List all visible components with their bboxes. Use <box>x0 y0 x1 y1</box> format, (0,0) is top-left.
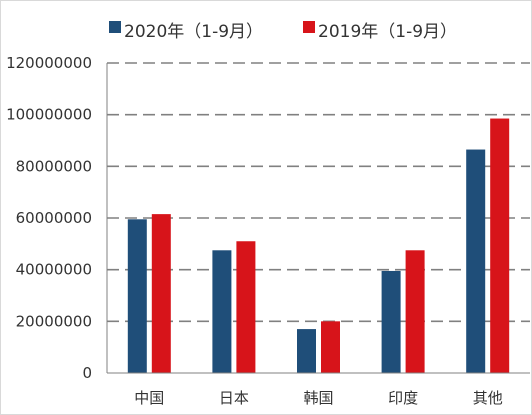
x-tick-label: 中国 <box>134 389 164 407</box>
y-tick-label: 100000000 <box>6 106 92 124</box>
bar-2019 <box>321 321 340 373</box>
bar-2020 <box>381 270 401 373</box>
x-axis: 中国 日本 韩国 印度 其他 <box>107 372 530 407</box>
legend-swatch-2019 <box>303 21 315 33</box>
grid-lines <box>107 62 530 323</box>
bars <box>127 118 510 374</box>
y-tick-label: 60000000 <box>16 209 92 227</box>
bar-2019 <box>490 118 510 374</box>
y-axis: 0 20000000 40000000 60000000 80000000 1000000… <box>6 54 108 382</box>
x-tick-label: 其他 <box>473 389 503 407</box>
legend-swatch-2020 <box>109 21 121 33</box>
bar-2020 <box>466 149 486 373</box>
y-tick-label: 120000000 <box>6 54 92 72</box>
legend: 2020年（1-9月） 2019年（1-9月） <box>109 21 457 42</box>
bar-2019 <box>151 214 171 373</box>
legend-label-2019: 2019年（1-9月） <box>318 22 457 42</box>
bar-2020 <box>212 250 232 373</box>
bar-2019 <box>236 241 256 373</box>
y-tick-label: 20000000 <box>16 312 92 330</box>
legend-label-2020: 2020年（1-9月） <box>124 22 263 42</box>
y-tick-label: 0 <box>82 364 92 382</box>
x-tick-label: 韩国 <box>303 389 333 407</box>
bar-2019 <box>405 250 425 373</box>
bar-2020 <box>297 329 316 373</box>
y-tick-label: 80000000 <box>16 157 92 175</box>
x-tick-label: 印度 <box>388 389 418 407</box>
bar-2020 <box>127 219 147 373</box>
x-tick-label: 日本 <box>219 389 249 407</box>
y-tick-label: 40000000 <box>16 261 92 279</box>
